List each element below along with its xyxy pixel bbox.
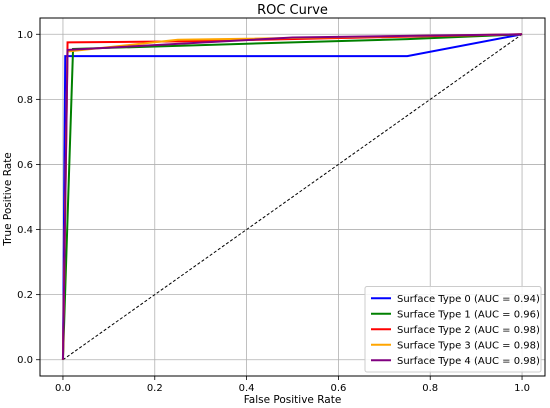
reference-diagonal-line	[62, 33, 523, 361]
y-tick-label: 0.4	[17, 225, 33, 236]
series-line-surface-type-0	[61, 33, 523, 360]
plot-frame	[39, 17, 546, 377]
x-tick-label: 0.2	[147, 383, 163, 394]
legend-label-surface-type-1: Surface Type 1 (AUC = 0.96)	[397, 309, 540, 320]
chart-title: ROC Curve	[257, 3, 328, 18]
y-axis-label: True Positive Rate	[2, 152, 14, 247]
legend-label-surface-type-3: Surface Type 3 (AUC = 0.98)	[397, 340, 540, 351]
legend-label-surface-type-0: Surface Type 0 (AUC = 0.94)	[397, 294, 540, 305]
x-tick-label: 0.8	[422, 383, 438, 394]
legend-label-surface-type-2: Surface Type 2 (AUC = 0.98)	[397, 325, 540, 336]
legend-label-surface-type-4: Surface Type 4 (AUC = 0.98)	[397, 356, 540, 367]
series-layer	[61, 33, 523, 360]
y-tick-label: 0.8	[17, 95, 33, 106]
legend: Surface Type 0 (AUC = 0.94) Surface Type …	[364, 286, 542, 373]
y-tick-label: 0.0	[17, 355, 33, 366]
x-tick-label: 0.0	[55, 383, 71, 394]
series-line-surface-type-1	[61, 33, 523, 360]
x-tick-label: 0.4	[239, 383, 255, 394]
x-tick-label: 1.0	[514, 383, 530, 394]
x-tick-label: 0.6	[330, 383, 346, 394]
reference-diagonal-layer	[62, 33, 523, 361]
y-tick-label: 1.0	[17, 30, 33, 41]
legend-box	[364, 286, 542, 373]
axis-ticks: 0.0 0.2 0.4 0.6 0.8 1.0 0.0 0.2 0.4 0.6 0.8 1.0	[17, 30, 530, 394]
series-line-surface-type-4	[61, 33, 523, 360]
x-axis-label: False Positive Rate	[244, 394, 342, 406]
grid	[40, 18, 545, 376]
y-tick-label: 0.6	[17, 160, 33, 171]
y-tick-label: 0.2	[17, 290, 33, 301]
